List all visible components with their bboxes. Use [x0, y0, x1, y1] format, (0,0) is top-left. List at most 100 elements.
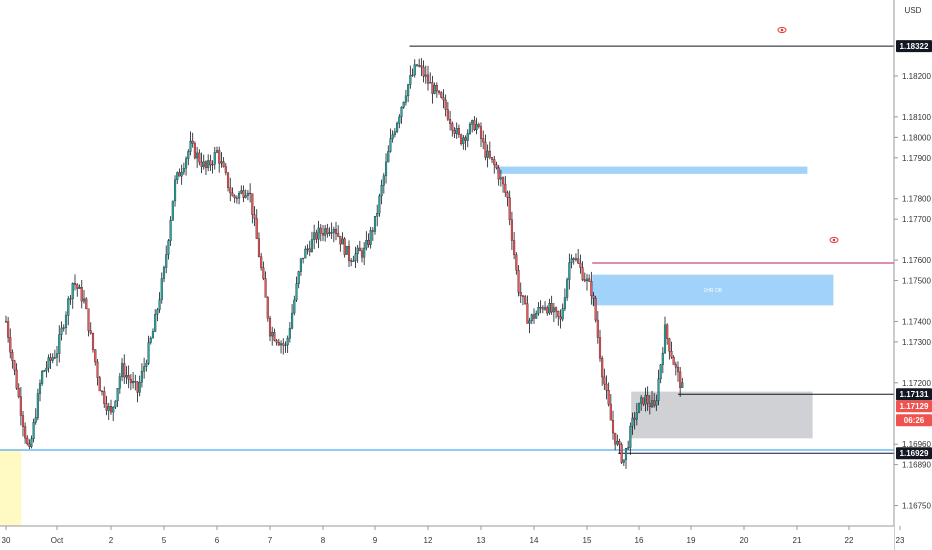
candle-body — [295, 283, 298, 301]
price-axis-panel[interactable] — [894, 0, 932, 526]
currency-label[interactable]: USD — [905, 6, 922, 15]
time-axis-panel[interactable] — [0, 526, 894, 550]
candle-body — [180, 171, 183, 177]
candle-body — [384, 161, 388, 176]
candle-body — [369, 230, 372, 245]
time-tick-label: 8 — [321, 536, 326, 545]
candle-body — [482, 138, 485, 143]
candle-body — [457, 128, 460, 136]
candle-body — [282, 343, 285, 346]
candle-body — [431, 82, 434, 94]
candle-body — [541, 307, 544, 310]
candle-body — [616, 440, 619, 445]
candle-body — [55, 353, 59, 358]
candle-body — [242, 190, 245, 198]
candle-body — [455, 128, 458, 134]
candle-body — [53, 357, 56, 359]
candle-body — [226, 172, 230, 188]
candle-body — [13, 360, 16, 371]
eye-icon[interactable] — [829, 236, 839, 244]
zone-box[interactable] — [592, 274, 834, 306]
candle-body — [679, 371, 682, 388]
candle-body — [127, 375, 130, 380]
candle-body — [17, 388, 20, 397]
candle-body — [633, 417, 636, 420]
price-tag[interactable] — [896, 400, 932, 413]
candle-body — [266, 297, 269, 319]
candle-body — [345, 245, 348, 255]
candle-body — [409, 75, 412, 85]
price-tick-label: 1.18000 — [902, 133, 931, 142]
candle-body — [618, 440, 621, 445]
candle-body — [140, 371, 143, 383]
candle-body — [293, 299, 296, 314]
candle-body — [109, 406, 113, 413]
candle-body — [535, 313, 538, 319]
candle-body — [253, 214, 256, 219]
candle-body — [396, 123, 399, 132]
price-tick-label: 1.17600 — [902, 256, 931, 265]
candle-body — [143, 366, 146, 372]
candle-body — [125, 375, 128, 378]
candle-body — [495, 164, 498, 169]
candle-body — [609, 403, 612, 421]
candle-body — [62, 327, 65, 329]
candle-body — [32, 422, 35, 440]
candle-body — [629, 426, 632, 448]
candle-body — [310, 239, 314, 252]
zone-box[interactable] — [496, 166, 808, 174]
price-tag[interactable] — [896, 40, 932, 53]
time-tick-label: 20 — [740, 536, 749, 545]
candle-body — [376, 213, 379, 217]
eye-icon[interactable] — [777, 26, 787, 34]
candle-body — [204, 161, 208, 168]
zone-box[interactable] — [631, 391, 813, 439]
candle-body — [563, 297, 566, 309]
candle-body — [19, 396, 22, 416]
candle-body — [43, 370, 46, 372]
countdown-text: 06:26 — [904, 416, 925, 425]
candle-body — [568, 262, 571, 280]
candle-body — [73, 283, 77, 285]
price-tag[interactable] — [896, 388, 932, 401]
candle-body — [185, 158, 188, 169]
candle-body — [189, 140, 192, 152]
candle-body — [367, 240, 370, 245]
candle-body — [213, 152, 216, 165]
price-tick-label: 1.16750 — [902, 502, 931, 511]
candle-body — [502, 177, 505, 185]
candle-body — [279, 343, 283, 346]
candle-body — [328, 232, 331, 234]
price-tick-label: 1.17400 — [902, 317, 931, 326]
candle-body — [347, 245, 351, 261]
candle-body — [30, 438, 33, 447]
candle-body — [543, 307, 547, 310]
candle-body — [611, 420, 615, 434]
candle-body — [360, 250, 364, 258]
candle-body — [304, 248, 307, 259]
candle-body — [173, 179, 177, 202]
candle-body — [178, 172, 181, 177]
candle-body — [260, 256, 263, 268]
candle-body — [453, 130, 456, 134]
candle-body — [418, 65, 421, 67]
candle-body — [330, 232, 333, 234]
candle-body — [524, 296, 527, 304]
price-tick-label: 1.17900 — [902, 154, 931, 163]
candle-body — [129, 378, 132, 384]
candle-body — [605, 383, 608, 391]
candle-body — [332, 229, 335, 233]
price-tag[interactable] — [896, 447, 932, 460]
candle-body — [449, 119, 452, 124]
candle-body — [26, 437, 29, 445]
candle-body — [96, 361, 99, 378]
candle-body — [198, 152, 201, 163]
candle-body — [577, 258, 580, 264]
candle-body — [4, 321, 8, 323]
candle-body — [460, 134, 463, 144]
candle-body — [41, 371, 44, 384]
candle-body — [635, 412, 638, 420]
candle-body — [218, 150, 221, 164]
candle-body — [238, 193, 241, 199]
